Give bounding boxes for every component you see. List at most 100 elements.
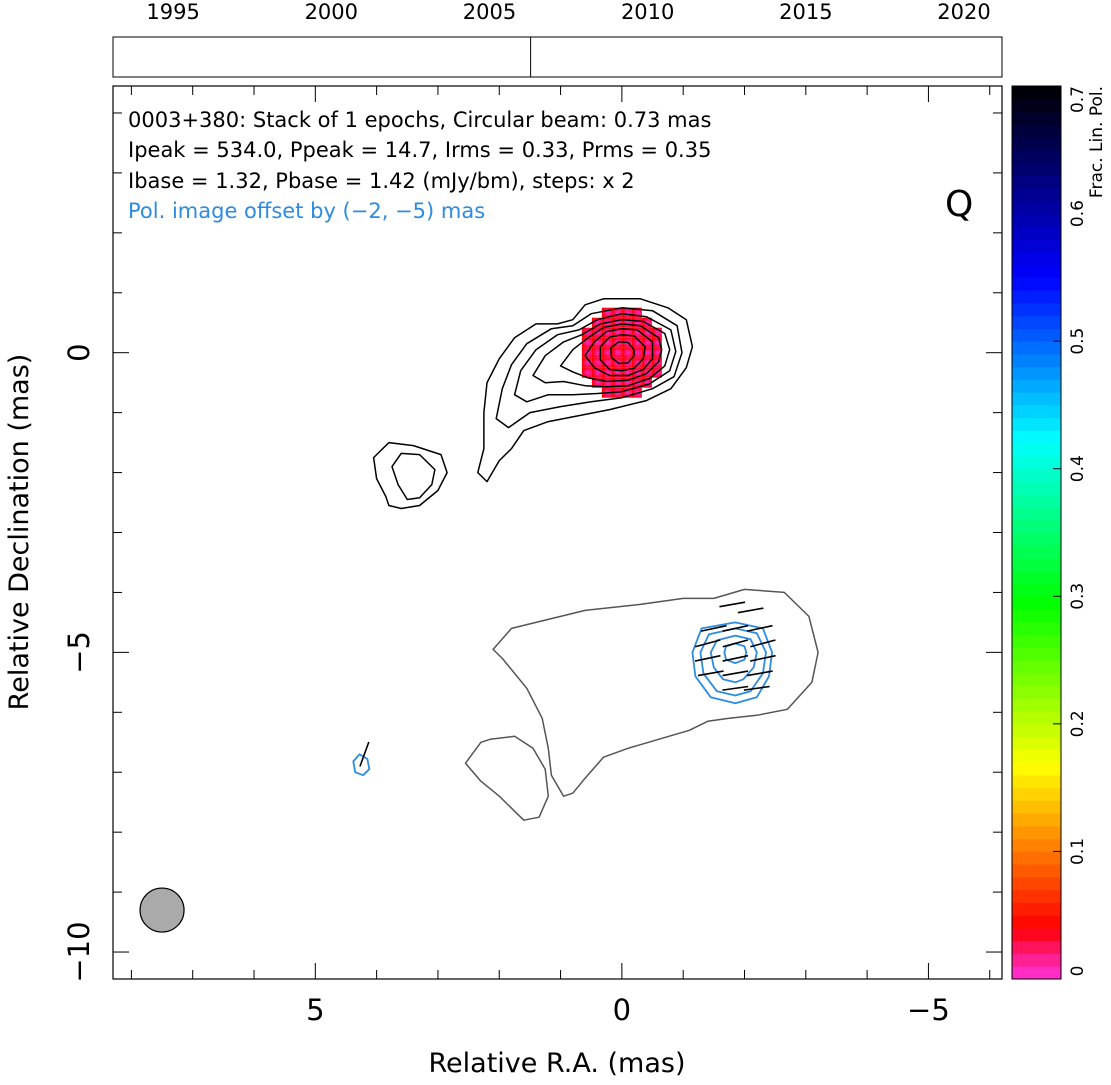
evpa-stick [700, 624, 727, 632]
core-pol-pixel [631, 357, 642, 368]
colorbar-band [1012, 532, 1061, 546]
polarized-contour [691, 621, 773, 705]
colorbar-tick-label: 0.7 [1068, 86, 1088, 113]
colorbar-band [1012, 137, 1061, 151]
core-pol-pixel [601, 357, 612, 368]
intensity-contour [372, 441, 448, 510]
offset-total-intensity-contours [464, 588, 819, 821]
core-pol-pixel [621, 347, 632, 358]
colorbar-band [1012, 200, 1061, 215]
colorbar-frame [1011, 85, 1062, 980]
core-pol-pixel [641, 327, 652, 338]
evpa-stick [697, 670, 724, 677]
axis-ticks [113, 86, 1002, 979]
core-pol-pixel [611, 377, 622, 388]
core-pol-pixel [601, 327, 612, 338]
info-line-2: Ipeak = 534.0, Ppeak = 14.7, Irms = 0.33… [128, 138, 711, 162]
polarized-intensity-contours [352, 621, 773, 777]
core-pol-pixel [581, 367, 592, 378]
colorbar: 0 0.1 0.2 0.3 0.4 0.5 0.6 0.7 Frac. Lin. Pol. [1011, 85, 1107, 980]
core-pol-pixel [641, 357, 652, 368]
colorbar-band [1012, 609, 1061, 623]
colorbar-band [1012, 787, 1061, 801]
evpa-stick [719, 601, 746, 608]
intensity-contour [599, 333, 646, 372]
colorbar-band [1012, 800, 1061, 814]
core-pol-pixel [581, 337, 592, 348]
core-pol-pixel [621, 307, 632, 318]
core-pol-pixel [611, 307, 622, 318]
colorbar-band [1012, 302, 1061, 317]
evpa-stick [722, 639, 749, 648]
core-pol-pixel [591, 317, 602, 328]
core-pol-pixel [611, 317, 622, 328]
colorbar-band [1012, 149, 1061, 164]
colorbar-band [1012, 889, 1061, 903]
colorbar-band [1012, 353, 1061, 368]
core-pol-pixel [611, 347, 622, 358]
timeline-tick-labels: 1995 2000 2005 2010 2015 2020 [146, 0, 990, 24]
core-pol-pixel [591, 377, 602, 388]
colorbar-band [1012, 902, 1061, 916]
core-pol-pixel [611, 327, 622, 338]
band-label: Q [945, 184, 973, 225]
colorbar-band [1012, 749, 1061, 763]
x-tick-label: 0 [613, 993, 631, 1027]
colorbar-band [1012, 481, 1061, 495]
colorbar-band [1012, 264, 1061, 278]
colorbar-band [1012, 277, 1061, 291]
colorbar-band [1012, 927, 1061, 942]
colorbar-band [1012, 698, 1061, 712]
evpa-stick [737, 607, 764, 614]
core-pol-pixel [591, 347, 602, 358]
colorbar-band [1012, 379, 1061, 393]
y-tick-label: −5 [62, 631, 96, 674]
colorbar-band [1012, 851, 1061, 865]
colorbar-band [1012, 966, 1061, 980]
colorbar-band [1012, 455, 1061, 470]
colorbar-band [1012, 468, 1061, 482]
y-tick-label: 0 [62, 343, 96, 361]
x-tick-label: 5 [306, 993, 324, 1027]
colorbar-band [1012, 86, 1061, 100]
core-pol-pixel [581, 357, 592, 368]
colorbar-band [1012, 634, 1061, 648]
intensity-contour [477, 298, 694, 483]
core-pol-pixel [641, 347, 652, 358]
polarized-contour [723, 642, 748, 665]
evpa-stick [746, 624, 773, 632]
timeline-frame [112, 36, 1003, 78]
core-pol-pixel [621, 327, 632, 338]
colorbar-band [1012, 825, 1061, 840]
x-tick-label: −5 [907, 993, 950, 1027]
y-tick-label: −10 [62, 921, 96, 982]
intensity-contour [559, 323, 663, 383]
polarized-contour [709, 634, 758, 684]
colorbar-band [1012, 647, 1061, 661]
colorbar-band [1012, 940, 1061, 954]
colorbar-band [1012, 366, 1061, 380]
core-pol-pixel [651, 337, 662, 348]
colorbar-band [1012, 162, 1061, 176]
colorbar-band [1012, 213, 1061, 227]
intensity-contour [532, 318, 671, 388]
colorbar-band [1012, 864, 1061, 878]
colorbar-band [1012, 506, 1061, 521]
colorbar-band [1012, 328, 1061, 342]
core-pol-pixel [601, 347, 612, 358]
axis-tick-labels: 5 0 −5 0 −5 −10 [62, 343, 950, 1027]
colorbar-band [1012, 226, 1061, 240]
colorbar-band [1012, 519, 1061, 533]
evpa-stick [722, 685, 749, 691]
core-pol-pixel [631, 317, 642, 328]
colorbar-label: Frac. Lin. Pol. [1087, 86, 1107, 198]
evpa-stick [694, 654, 721, 662]
core-pol-pixel [591, 337, 602, 348]
timeline-tick-label: 2010 [621, 0, 674, 24]
core-pol-pixel [591, 367, 602, 378]
colorbar-tick-label: 0.3 [1068, 583, 1088, 610]
colorbar-bands [1012, 86, 1061, 980]
core-pol-pixel [601, 377, 612, 388]
core-pol-pixel [631, 337, 642, 348]
